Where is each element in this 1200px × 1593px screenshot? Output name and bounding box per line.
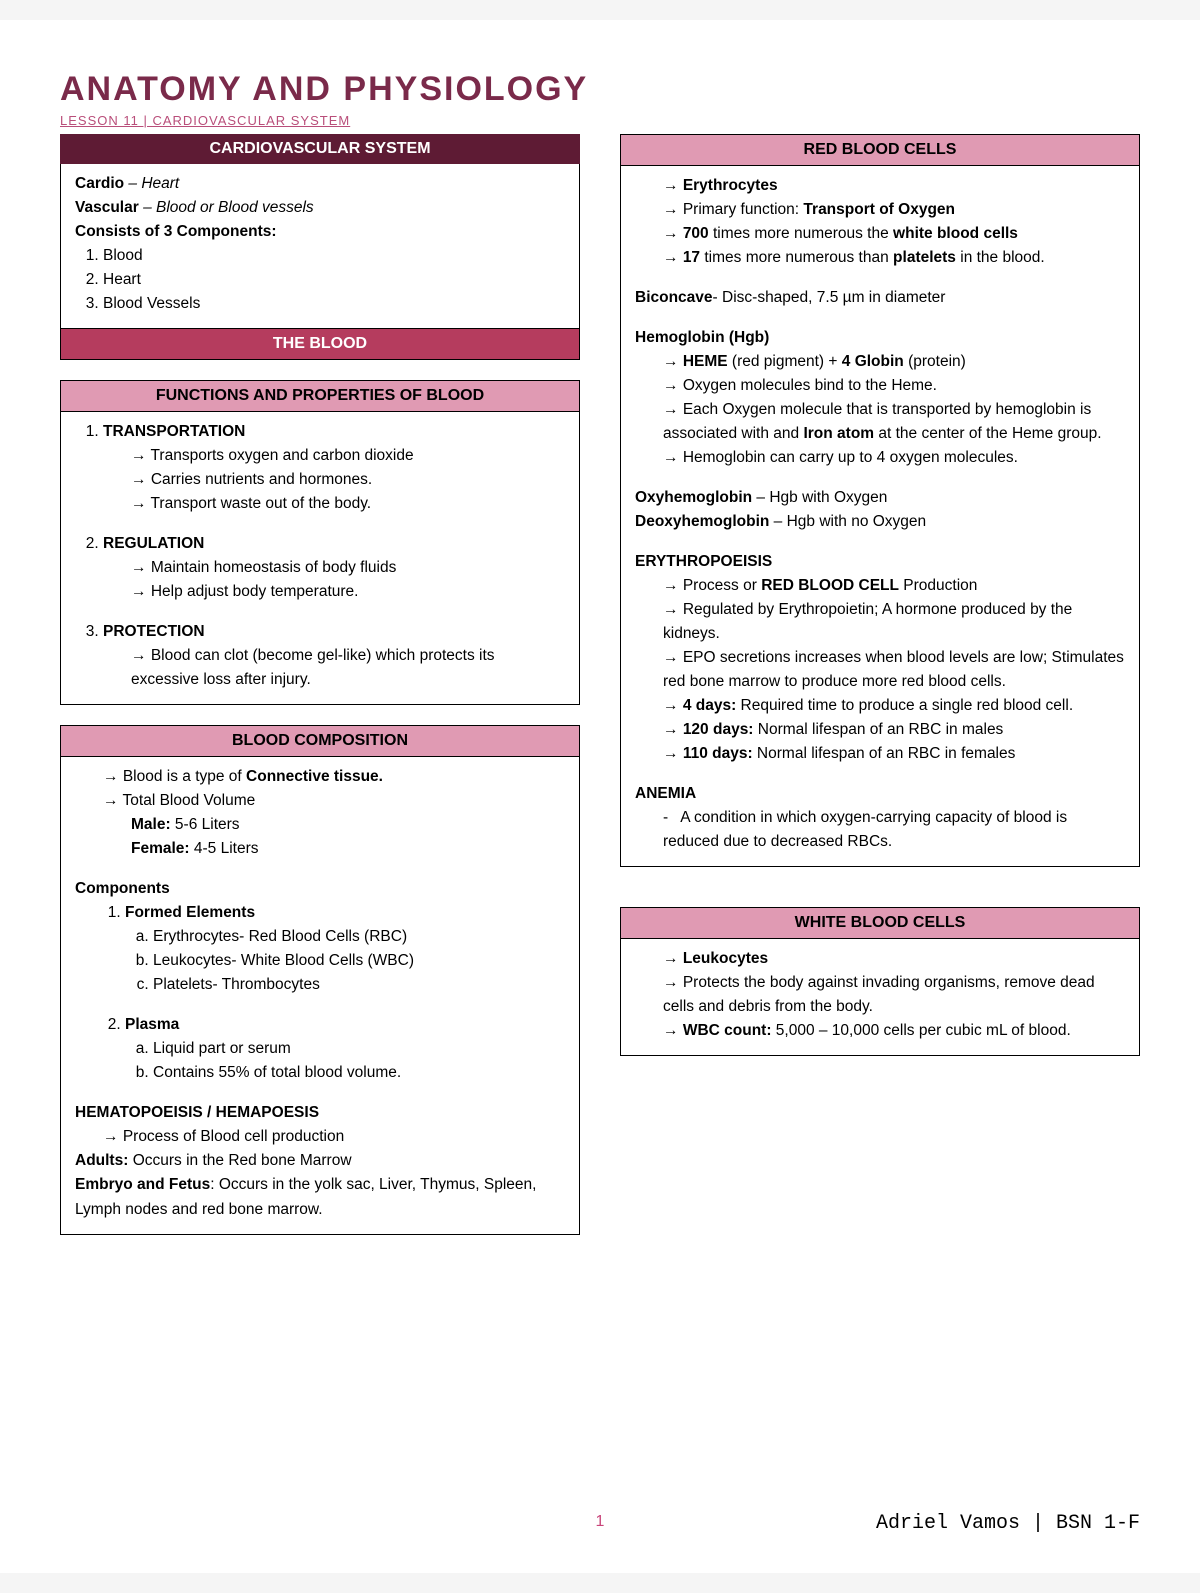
list-item: Process or RED BLOOD CELL Production <box>663 574 1125 598</box>
page-number: 1 <box>596 1513 605 1531</box>
header-composition: BLOOD COMPOSITION <box>60 725 580 757</box>
list-item: Transport waste out of the body. <box>131 492 565 516</box>
consists-list: Blood Heart Blood Vessels <box>75 244 565 316</box>
list-item: Blood is a type of Connective tissue. <box>103 765 565 789</box>
list-item: Maintain homeostasis of body fluids <box>131 556 565 580</box>
functions-list: TRANSPORTATION Transports oxygen and car… <box>75 420 565 692</box>
page-subtitle: LESSON 11 | CARDIOVASCULAR SYSTEM <box>60 113 1140 128</box>
list-item: Leukocytes <box>663 947 1125 971</box>
list-item: Contains 55% of total blood volume. <box>153 1061 565 1085</box>
list-item: HEME (red pigment) + 4 Globin (protein) <box>663 350 1125 374</box>
page-title: ANATOMY AND PHYSIOLOGY <box>60 70 1140 109</box>
list-item: Blood can clot (become gel-like) which p… <box>131 644 565 692</box>
list-item: Leukocytes- White Blood Cells (WBC) <box>153 949 565 973</box>
list-item: 17 times more numerous than platelets in… <box>663 246 1125 270</box>
header-cvs: CARDIOVASCULAR SYSTEM <box>60 134 580 164</box>
list-item: Regulated by Erythropoietin; A hormone p… <box>663 598 1125 646</box>
cvs-box: Cardio – Heart Vascular – Blood or Blood… <box>60 164 580 329</box>
list-item: 120 days: Normal lifespan of an RBC in m… <box>663 718 1125 742</box>
footer-author: Adriel Vamos | BSN 1-F <box>876 1512 1140 1535</box>
plasma: Plasma Liquid part or serum Contains 55%… <box>125 1013 565 1085</box>
page: ANATOMY AND PHYSIOLOGY LESSON 11 | CARDI… <box>0 20 1200 1573</box>
adults-line: Adults: Occurs in the Red bone Marrow <box>75 1149 565 1173</box>
list-item: Total Blood Volume <box>103 789 565 813</box>
two-column-layout: CARDIOVASCULAR SYSTEM Cardio – Heart Vas… <box>60 134 1140 1235</box>
list-item: 4 days: Required time to produce a singl… <box>663 694 1125 718</box>
header-blood: THE BLOOD <box>60 329 580 360</box>
male-volume: Male: 5-6 Liters <box>131 813 565 837</box>
list-item: Primary function: Transport of Oxygen <box>663 198 1125 222</box>
func-regulation: REGULATION Maintain homeostasis of body … <box>103 532 565 604</box>
header-wbc: WHITE BLOOD CELLS <box>620 907 1140 939</box>
anemia-title: ANEMIA <box>635 782 1125 806</box>
components-ol: Formed Elements Erythrocytes- Red Blood … <box>75 901 565 1085</box>
list-item: Platelets- Thrombocytes <box>153 973 565 997</box>
left-column: CARDIOVASCULAR SYSTEM Cardio – Heart Vas… <box>60 134 580 1235</box>
list-item: Transports oxygen and carbon dioxide <box>131 444 565 468</box>
deoxy-line: Deoxyhemoglobin – Hgb with no Oxygen <box>635 510 1125 534</box>
vascular-line: Vascular – Blood or Blood vessels <box>75 196 565 220</box>
oxy-line: Oxyhemoglobin – Hgb with Oxygen <box>635 486 1125 510</box>
list-item: Blood <box>103 244 565 268</box>
header-functions: FUNCTIONS AND PROPERTIES OF BLOOD <box>60 380 580 412</box>
list-item: A condition in which oxygen-carrying cap… <box>663 806 1125 854</box>
hematopoeisis-title: HEMATOPOEISIS / HEMAPOESIS <box>75 1101 565 1125</box>
rbc-box: Erythrocytes Primary function: Transport… <box>620 166 1140 867</box>
components-label: Components <box>75 877 565 901</box>
list-item: Erythrocytes <box>663 174 1125 198</box>
list-item: Oxygen molecules bind to the Heme. <box>663 374 1125 398</box>
list-item: Heart <box>103 268 565 292</box>
list-item: 700 times more numerous the white blood … <box>663 222 1125 246</box>
female-volume: Female: 4-5 Liters <box>131 837 565 861</box>
list-item: 110 days: Normal lifespan of an RBC in f… <box>663 742 1125 766</box>
header-rbc: RED BLOOD CELLS <box>620 134 1140 166</box>
formed-elements: Formed Elements Erythrocytes- Red Blood … <box>125 901 565 997</box>
list-item: Process of Blood cell production <box>103 1125 565 1149</box>
embryo-line: Embryo and Fetus: Occurs in the yolk sac… <box>75 1173 565 1221</box>
list-item: Blood Vessels <box>103 292 565 316</box>
wbc-box: Leukocytes Protects the body against inv… <box>620 939 1140 1056</box>
list-item: Carries nutrients and hormones. <box>131 468 565 492</box>
list-item: EPO secretions increases when blood leve… <box>663 646 1125 694</box>
list-item: WBC count: 5,000 – 10,000 cells per cubi… <box>663 1019 1125 1043</box>
func-transportation: TRANSPORTATION Transports oxygen and car… <box>103 420 565 516</box>
consists-label: Consists of 3 Components: <box>75 220 565 244</box>
hgb-title: Hemoglobin (Hgb) <box>635 326 1125 350</box>
right-column: RED BLOOD CELLS Erythrocytes Primary fun… <box>620 134 1140 1235</box>
list-item: Liquid part or serum <box>153 1037 565 1061</box>
cardio-line: Cardio – Heart <box>75 172 565 196</box>
list-item: Each Oxygen molecule that is transported… <box>663 398 1125 446</box>
functions-box: TRANSPORTATION Transports oxygen and car… <box>60 412 580 705</box>
list-item: Help adjust body temperature. <box>131 580 565 604</box>
func-protection: PROTECTION Blood can clot (become gel-li… <box>103 620 565 692</box>
composition-box: Blood is a type of Connective tissue. To… <box>60 757 580 1234</box>
biconcave-line: Biconcave- Disc-shaped, 7.5 µm in diamet… <box>635 286 1125 310</box>
list-item: Hemoglobin can carry up to 4 oxygen mole… <box>663 446 1125 470</box>
list-item: Protects the body against invading organ… <box>663 971 1125 1019</box>
list-item: Erythrocytes- Red Blood Cells (RBC) <box>153 925 565 949</box>
erythropoeisis-title: ERYTHROPOEISIS <box>635 550 1125 574</box>
